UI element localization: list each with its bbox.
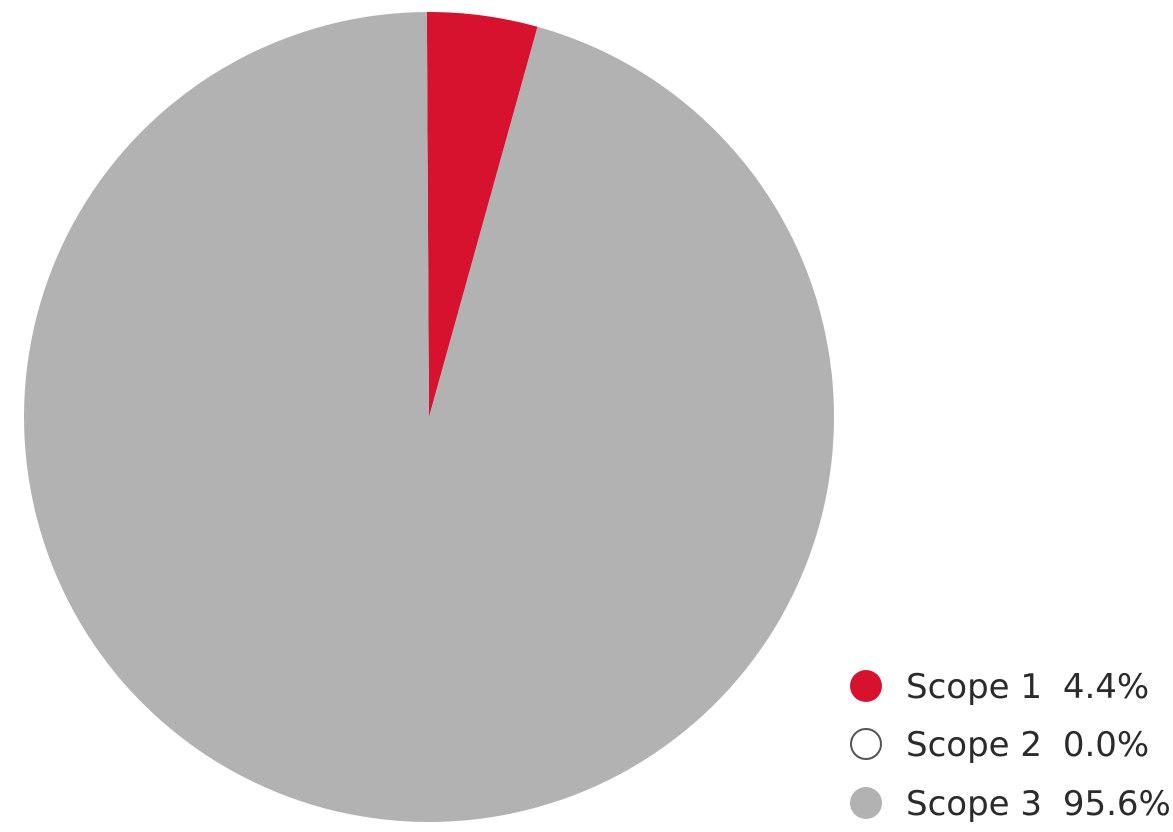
legend: Scope 1 4.4% Scope 2 0.0% Scope 3 95.6% (850, 667, 1171, 824)
legend-item-scope-3: Scope 3 95.6% (850, 784, 1171, 824)
legend-marker-scope-1 (850, 670, 882, 702)
legend-marker-scope-3 (850, 787, 882, 819)
pie-slice-scope-3 (23, 12, 835, 822)
legend-label-scope-2: Scope 2 0.0% (906, 725, 1149, 765)
legend-label-scope-1: Scope 1 4.4% (906, 667, 1149, 707)
legend-label-scope-3: Scope 3 95.6% (906, 784, 1171, 824)
legend-marker-scope-2 (850, 728, 882, 760)
pie-slices (23, 11, 835, 822)
pie-slice-scope-1 (426, 11, 538, 417)
legend-item-scope-1: Scope 1 4.4% (850, 667, 1149, 707)
legend-item-scope-2: Scope 2 0.0% (850, 725, 1149, 765)
